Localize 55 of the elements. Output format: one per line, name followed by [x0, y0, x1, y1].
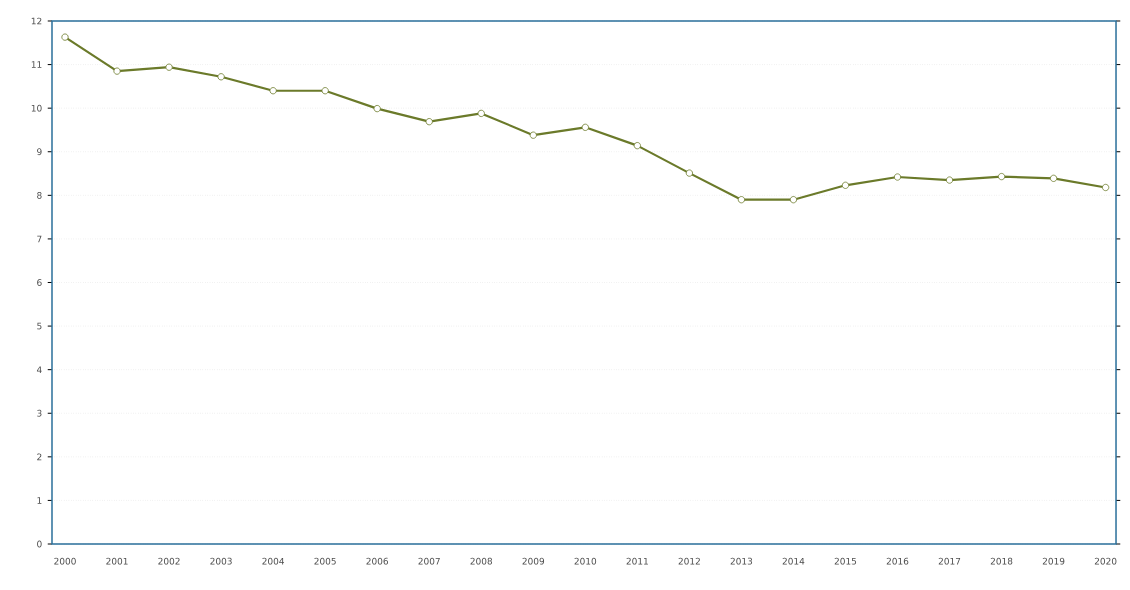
point [477, 109, 485, 117]
x-tick-label: 2006 [366, 557, 389, 565]
point [1102, 183, 1110, 192]
point [737, 196, 745, 204]
y-tick-label: 4 [36, 366, 42, 373]
x-tick-label: 2008 [470, 557, 493, 565]
x-tick-label: 2007 [418, 557, 440, 565]
x-tick-label: 2019 [1042, 557, 1065, 565]
x-tick-label: 2011 [626, 557, 648, 565]
point [269, 87, 277, 95]
x-tick-label: 2016 [886, 557, 909, 565]
y-tick-label: 1 [37, 497, 42, 504]
point [217, 73, 225, 81]
point [633, 142, 641, 150]
point [113, 67, 121, 75]
y-tick-label: 10 [31, 104, 42, 112]
point [581, 123, 589, 131]
x-tick-label: 2002 [158, 557, 180, 565]
point [789, 196, 798, 204]
x-tick-label: 2013 [730, 557, 753, 565]
point [841, 181, 850, 189]
y-tick-label: 3 [37, 409, 42, 417]
x-tick-label: 2017 [938, 557, 961, 565]
point [997, 173, 1006, 181]
point [529, 131, 537, 139]
x-tick-label: 2018 [990, 557, 1013, 565]
x-tick-label: 2003 [210, 557, 232, 565]
y-tick-label: 0 [37, 540, 42, 548]
point [893, 173, 902, 181]
x-tick-label: 2012 [678, 557, 700, 565]
point [425, 118, 433, 126]
x-tick-label: 2000 [54, 557, 76, 565]
x-tick-label: 2005 [314, 557, 336, 565]
point [373, 105, 381, 113]
point [165, 63, 173, 71]
x-tick-label: 2004 [262, 557, 285, 565]
y-tick-label: 8 [37, 191, 42, 199]
y-tick-label: 2 [37, 453, 42, 461]
point [61, 33, 69, 41]
x-tick-label: 2009 [522, 557, 545, 565]
point [945, 176, 954, 184]
x-tick-label: 2014 [782, 557, 805, 565]
x-tick-label: 2010 [574, 557, 597, 565]
point [685, 169, 693, 177]
y-tick-label: 6 [37, 279, 42, 286]
y-tick-label: 9 [37, 148, 42, 156]
x-tick-label: 2001 [106, 557, 128, 565]
y-tick-label: 12 [31, 17, 42, 25]
point [1049, 174, 1058, 182]
y-tick-label: 5 [37, 322, 42, 330]
point [321, 87, 329, 95]
x-tick-label: 2020 [1094, 557, 1117, 565]
y-tick-label: 7 [37, 235, 42, 243]
x-tick-label: 2015 [834, 557, 857, 565]
y-tick-label: 11 [31, 61, 42, 68]
